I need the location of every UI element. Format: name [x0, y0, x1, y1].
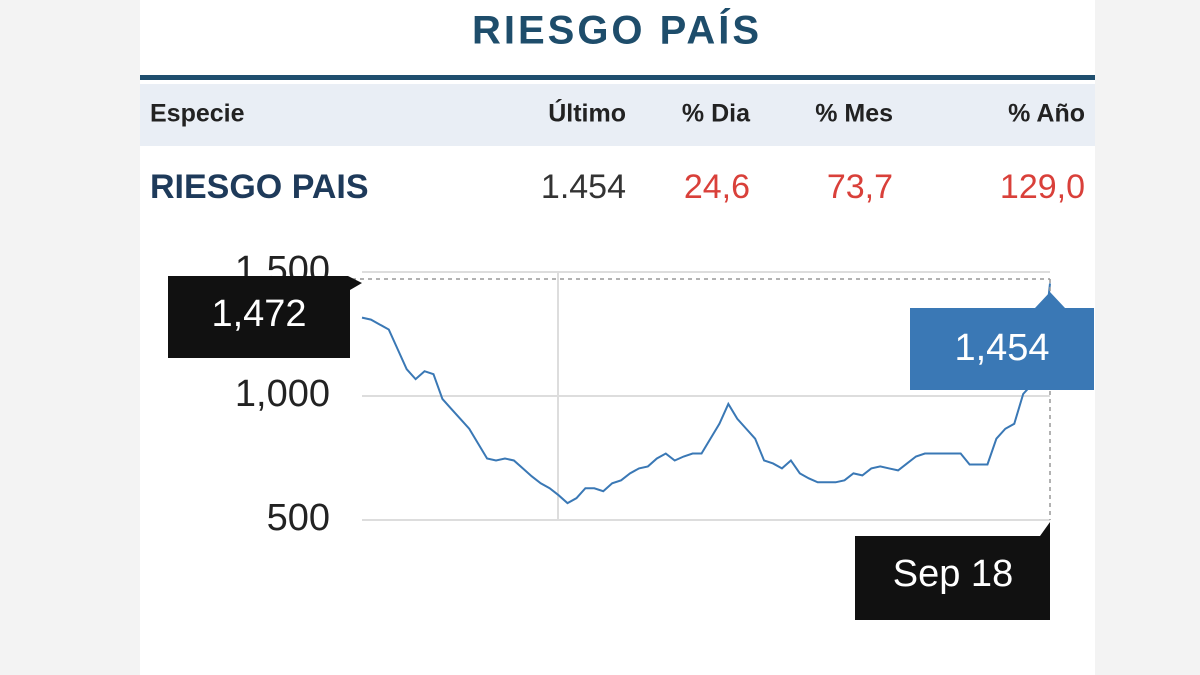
- y-tick-label: 1,000: [235, 373, 330, 415]
- tooltip-box: [910, 292, 1094, 390]
- line: [361, 283, 1051, 505]
- cell: 1.454: [541, 168, 626, 206]
- column-header: Último: [548, 98, 626, 128]
- table-header: [140, 84, 1095, 146]
- title: RIESGO PAÍS: [472, 8, 762, 53]
- cell: 24,6: [684, 168, 750, 206]
- crosshair-label: 1,472: [211, 293, 306, 335]
- x-tick-label: Sep 18: [893, 553, 1013, 595]
- crosshair-label-box: [168, 276, 362, 358]
- column-header: % Dia: [682, 100, 751, 128]
- tooltip-label: 1,454: [954, 327, 1049, 369]
- y-tick-label: 500: [267, 497, 330, 539]
- cell: RIESGO PAIS: [150, 168, 369, 206]
- column-header: % Mes: [815, 100, 893, 128]
- cell: 129,0: [1000, 168, 1085, 206]
- column-header: % Año: [1008, 100, 1085, 128]
- column-header: Especie: [150, 100, 245, 128]
- rule: [140, 75, 1095, 80]
- cell: 73,7: [827, 168, 893, 206]
- x-label-box: [855, 522, 1050, 620]
